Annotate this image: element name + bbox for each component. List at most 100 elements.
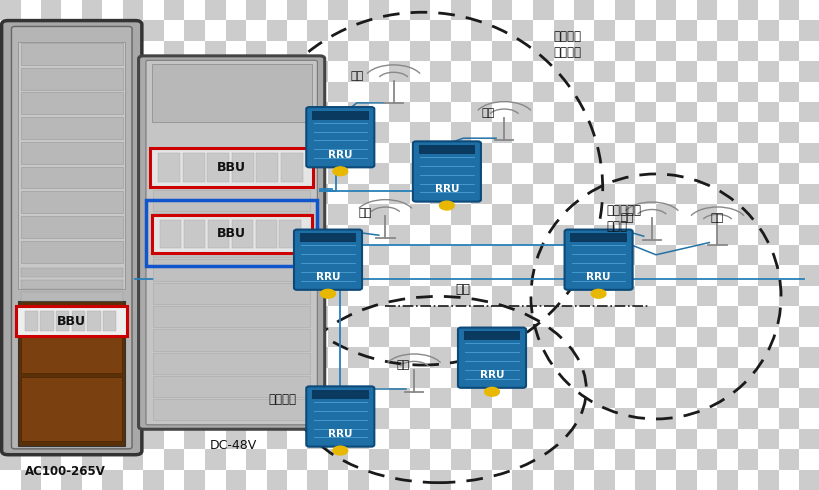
Bar xyxy=(266,21,287,41)
Bar xyxy=(676,388,696,408)
Bar xyxy=(369,143,389,163)
Bar xyxy=(778,102,799,122)
Bar xyxy=(573,163,594,184)
Bar xyxy=(153,190,310,211)
Bar xyxy=(88,311,101,331)
Bar xyxy=(471,204,491,224)
Bar xyxy=(512,82,532,102)
Bar xyxy=(369,388,389,408)
Bar xyxy=(287,327,307,347)
Bar xyxy=(676,122,696,143)
Bar xyxy=(450,449,471,469)
Bar xyxy=(307,184,328,204)
Bar xyxy=(471,102,491,122)
Bar xyxy=(164,368,184,388)
Bar xyxy=(61,469,82,490)
Bar xyxy=(205,449,225,469)
Bar xyxy=(717,82,737,102)
Bar xyxy=(102,163,123,184)
Text: 天线: 天线 xyxy=(620,213,633,223)
Bar xyxy=(256,220,277,248)
Bar xyxy=(471,163,491,184)
Bar xyxy=(287,286,307,306)
Bar xyxy=(717,224,737,245)
Bar xyxy=(389,327,410,347)
Bar xyxy=(41,184,61,204)
Bar xyxy=(61,184,82,204)
Bar xyxy=(512,245,532,266)
Bar xyxy=(287,41,307,61)
Bar xyxy=(737,61,758,82)
Bar xyxy=(102,245,123,266)
Bar xyxy=(266,449,287,469)
Bar xyxy=(553,163,573,184)
Bar xyxy=(123,82,143,102)
Bar xyxy=(655,266,676,286)
Bar xyxy=(799,327,819,347)
Bar xyxy=(655,306,676,327)
Bar xyxy=(553,429,573,449)
Bar xyxy=(553,306,573,327)
Bar xyxy=(20,167,123,189)
Bar xyxy=(553,61,573,82)
Bar xyxy=(20,0,41,21)
Bar xyxy=(594,469,614,490)
Bar xyxy=(655,224,676,245)
Text: 街区: 街区 xyxy=(455,283,470,296)
Bar xyxy=(287,102,307,122)
Bar xyxy=(82,204,102,224)
Bar xyxy=(389,102,410,122)
Bar xyxy=(160,220,181,248)
Bar xyxy=(737,469,758,490)
Bar xyxy=(410,286,430,306)
Bar xyxy=(430,449,450,469)
Bar xyxy=(614,286,635,306)
Bar xyxy=(18,42,125,289)
Bar xyxy=(635,21,655,41)
Bar xyxy=(0,306,20,327)
Bar xyxy=(152,64,311,122)
Bar xyxy=(389,449,410,469)
Bar xyxy=(348,61,369,82)
Bar xyxy=(758,143,778,163)
Bar xyxy=(573,224,594,245)
Bar xyxy=(328,266,348,286)
Bar xyxy=(256,153,278,182)
Bar xyxy=(799,469,819,490)
Bar xyxy=(328,449,348,469)
Bar xyxy=(410,163,430,184)
FancyBboxPatch shape xyxy=(563,229,632,290)
Bar xyxy=(40,311,53,331)
Bar xyxy=(594,21,614,41)
Bar xyxy=(614,388,635,408)
Bar xyxy=(205,163,225,184)
Bar xyxy=(266,163,287,184)
Bar xyxy=(20,61,41,82)
Bar xyxy=(778,306,799,327)
Bar xyxy=(143,204,164,224)
Bar xyxy=(717,266,737,286)
Bar xyxy=(573,122,594,143)
Bar xyxy=(307,0,328,21)
Bar xyxy=(205,61,225,82)
Bar xyxy=(737,245,758,266)
Bar xyxy=(696,286,717,306)
Bar xyxy=(307,429,328,449)
Bar xyxy=(594,224,614,245)
Bar xyxy=(430,122,450,143)
Bar xyxy=(123,143,143,163)
FancyBboxPatch shape xyxy=(16,306,127,336)
Bar xyxy=(553,347,573,368)
Bar xyxy=(164,408,184,429)
Bar xyxy=(676,469,696,490)
Bar xyxy=(512,266,532,286)
Bar xyxy=(471,327,491,347)
Bar xyxy=(532,163,553,184)
Bar xyxy=(266,102,287,122)
Bar xyxy=(328,286,348,306)
Bar xyxy=(205,0,225,21)
Bar xyxy=(778,122,799,143)
Bar xyxy=(164,388,184,408)
Text: 天线: 天线 xyxy=(350,71,363,81)
Bar xyxy=(471,286,491,306)
